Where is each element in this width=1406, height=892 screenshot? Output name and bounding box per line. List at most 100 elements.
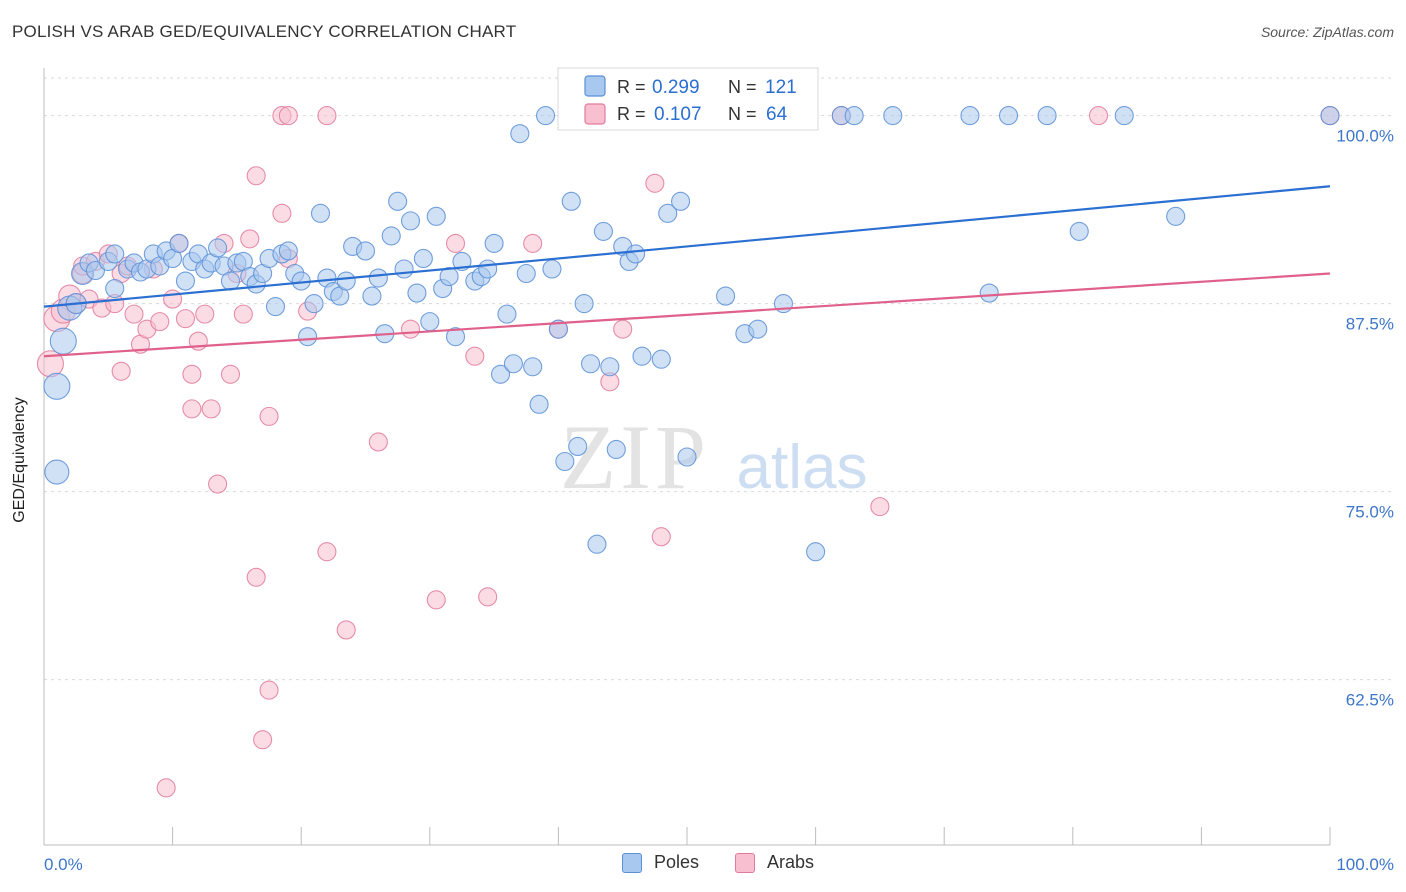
legend-item-poles[interactable]: Poles bbox=[622, 852, 699, 873]
legend-poles-r-label: R = bbox=[617, 77, 646, 97]
poles-point bbox=[998, 106, 1019, 126]
y-tick-label: 62.5% bbox=[1346, 691, 1394, 710]
poles-point bbox=[336, 271, 356, 291]
poles-point bbox=[806, 542, 826, 562]
poles-point bbox=[426, 206, 446, 226]
poles-point bbox=[677, 447, 697, 467]
legend-poles-n-label: N = bbox=[728, 77, 757, 97]
poles-point bbox=[278, 241, 298, 261]
poles-point bbox=[445, 327, 466, 347]
arabs-point bbox=[150, 312, 170, 332]
arabs-point bbox=[445, 233, 466, 253]
y-tick-label: 87.5% bbox=[1346, 315, 1394, 334]
poles-point bbox=[510, 124, 530, 144]
poles-point bbox=[484, 233, 504, 253]
legend-label-poles: Poles bbox=[654, 852, 700, 872]
gridlines bbox=[44, 77, 1394, 681]
y-tick-labels: 62.5% 75.0% 87.5% 100.0% bbox=[1336, 127, 1394, 710]
poles-point bbox=[394, 259, 414, 279]
y-tick-label: 100.0% bbox=[1336, 127, 1394, 146]
poles-point bbox=[651, 349, 671, 369]
data-points bbox=[36, 106, 1340, 798]
poles-point bbox=[400, 211, 421, 231]
legend-arabs-n-value: 64 bbox=[766, 104, 788, 125]
poles-point bbox=[716, 286, 736, 306]
poles-point bbox=[580, 354, 601, 374]
arabs-point bbox=[240, 229, 260, 249]
watermark-atlas: atlas bbox=[737, 433, 868, 502]
axes bbox=[43, 68, 1331, 846]
poles-point bbox=[413, 248, 433, 269]
poles-point bbox=[368, 268, 388, 288]
poles-point bbox=[298, 327, 318, 347]
poles-point bbox=[49, 327, 77, 355]
arabs-point bbox=[259, 680, 279, 700]
x-tick-label-min: 0.0% bbox=[44, 855, 83, 874]
arabs-point bbox=[317, 542, 337, 562]
poles-point bbox=[381, 226, 401, 246]
poles-point bbox=[593, 221, 613, 241]
legend-poles-r-value: 0.299 bbox=[652, 77, 700, 98]
arabs-point bbox=[253, 730, 273, 750]
poles-point bbox=[523, 357, 543, 377]
legend-swatch-poles bbox=[584, 75, 606, 97]
legend-arabs-n-label: N = bbox=[728, 104, 757, 124]
arabs-point bbox=[278, 106, 298, 126]
poles-point bbox=[388, 191, 408, 211]
poles-point bbox=[1069, 221, 1089, 241]
poles-point bbox=[555, 451, 575, 472]
poles-point bbox=[407, 283, 427, 303]
poles-point bbox=[44, 459, 70, 485]
poles-point bbox=[561, 191, 581, 211]
arabs-point bbox=[613, 319, 633, 339]
watermark: ZIP atlas bbox=[560, 406, 867, 508]
poles-point bbox=[1114, 106, 1134, 126]
poles-point bbox=[420, 312, 440, 332]
poles-point bbox=[478, 259, 498, 279]
poles-point bbox=[105, 278, 125, 299]
x-tick-label-max: 100.0% bbox=[1336, 855, 1394, 874]
arabs-point bbox=[317, 106, 337, 126]
poles-point bbox=[516, 263, 536, 284]
arabs-point bbox=[368, 432, 388, 452]
poles-point bbox=[606, 439, 626, 460]
arabs-point bbox=[182, 399, 202, 419]
poles-point bbox=[658, 203, 678, 223]
poles-point bbox=[600, 357, 620, 377]
legend-item-arabs[interactable]: Arabs bbox=[735, 852, 814, 873]
arabs-point bbox=[523, 233, 543, 253]
poles-point bbox=[362, 286, 382, 306]
arabs-point bbox=[201, 399, 221, 419]
trend-lines bbox=[43, 185, 1331, 358]
arabs-point bbox=[426, 590, 446, 610]
poles-point bbox=[503, 354, 523, 374]
arabs-point bbox=[478, 587, 498, 607]
poles-point bbox=[1320, 106, 1340, 126]
poles-swatch bbox=[622, 852, 642, 873]
poles-point bbox=[568, 436, 588, 457]
poles-point bbox=[310, 203, 331, 223]
poles-point bbox=[304, 294, 324, 314]
poles-point bbox=[883, 106, 903, 126]
arabs-point bbox=[400, 319, 421, 339]
poles-point bbox=[169, 233, 189, 253]
poles-point bbox=[1166, 206, 1186, 226]
arabs-point bbox=[651, 527, 671, 547]
arabs-point bbox=[220, 364, 241, 384]
poles-trend-line bbox=[43, 185, 1331, 308]
poles-point bbox=[548, 319, 568, 339]
poles-point bbox=[535, 106, 556, 126]
poles-point bbox=[105, 244, 125, 264]
chart-title: POLISH VS ARAB GED/EQUIVALENCY CORRELATI… bbox=[12, 22, 517, 41]
poles-point bbox=[208, 238, 228, 258]
series-legend: Poles Arabs bbox=[0, 852, 1406, 876]
poles-point bbox=[542, 259, 562, 279]
arabs-point bbox=[175, 309, 196, 329]
legend-arabs-r-label: R = bbox=[617, 104, 646, 124]
poles-point bbox=[43, 372, 71, 400]
arabs-point bbox=[182, 364, 202, 384]
poles-point bbox=[844, 106, 864, 126]
arabs-point bbox=[246, 166, 266, 186]
x-tick-labels: 0.0% 100.0% bbox=[44, 855, 1394, 874]
